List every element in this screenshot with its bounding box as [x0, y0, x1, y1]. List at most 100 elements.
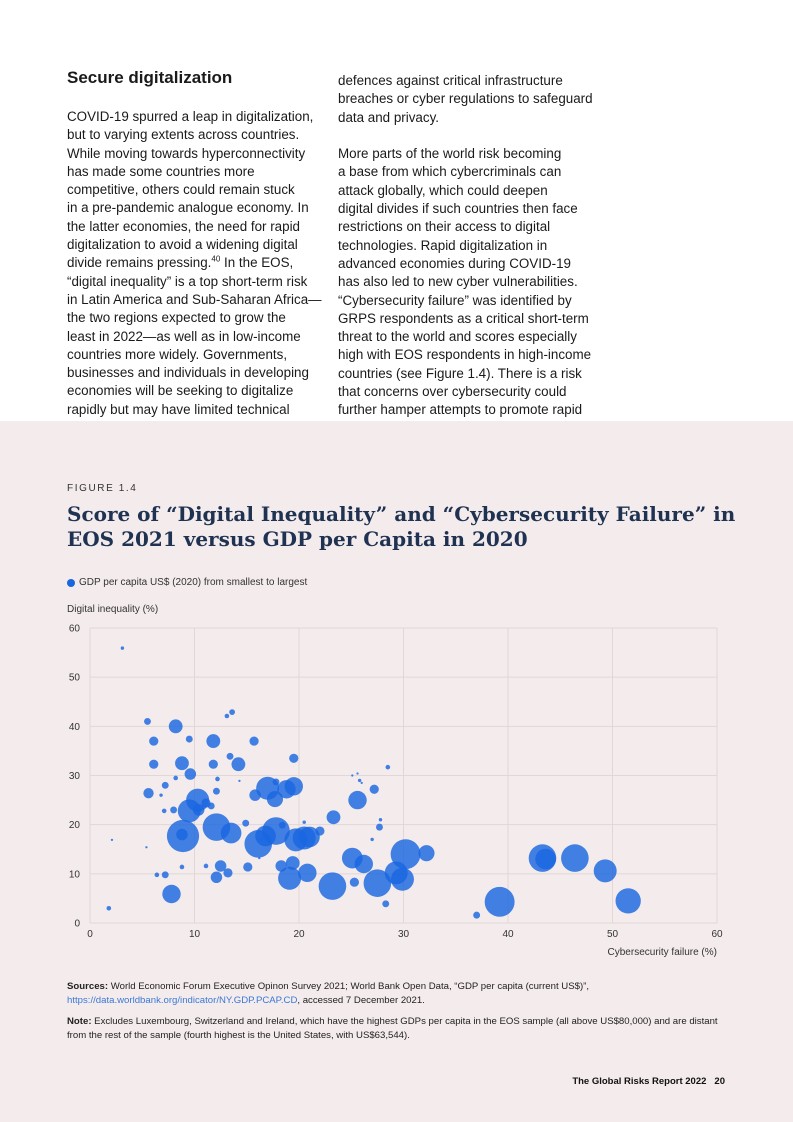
text-line: in Latin America and Sub-Saharan Africa— — [67, 291, 322, 307]
page-footer: The Global Risks Report 2022 20 — [572, 1076, 725, 1087]
data-bubble — [318, 872, 347, 900]
data-bubble — [120, 646, 125, 650]
x-tick-label: 10 — [189, 929, 201, 940]
data-bubble — [226, 752, 234, 760]
data-bubble — [154, 872, 160, 878]
x-axis-label: Cybersecurity failure (%) — [607, 947, 717, 958]
text-line: digital divides if such countries then f… — [338, 201, 578, 217]
data-bubble — [210, 871, 223, 884]
data-bubble — [161, 808, 167, 814]
data-bubble — [272, 778, 280, 786]
data-bubble — [212, 787, 220, 795]
data-bubble — [369, 784, 379, 794]
x-tick-label: 50 — [607, 929, 619, 940]
data-bubble — [302, 820, 306, 824]
data-bubble — [249, 736, 259, 746]
data-bubble — [206, 734, 221, 748]
data-bubble — [184, 768, 197, 780]
data-bubble — [370, 837, 374, 842]
figure-panel — [0, 421, 793, 1122]
data-bubble — [390, 867, 414, 891]
data-bubble — [315, 826, 325, 836]
y-tick-label: 60 — [69, 624, 81, 635]
data-bubble — [144, 717, 151, 725]
legend-text: GDP per capita US$ (2020) from smallest … — [79, 577, 308, 588]
text-line: competitive, others could remain stuck — [67, 182, 295, 198]
x-tick-label: 30 — [398, 929, 410, 940]
note-label: Note: — [67, 1016, 92, 1027]
data-bubble — [179, 864, 185, 870]
data-bubble — [351, 774, 354, 777]
text-line: in a pre-pandemic analogue economy. In — [67, 200, 309, 216]
text-line: attack globally, which could deepen — [338, 182, 548, 198]
data-bubble — [289, 753, 299, 763]
data-bubble — [224, 713, 230, 719]
right-column-text: defences against critical infrastructure… — [338, 72, 608, 438]
text-line: divide remains pressing.40 In the EOS, — [67, 254, 327, 272]
data-bubble — [215, 776, 220, 782]
sources-label: Sources: — [67, 981, 109, 992]
data-bubble — [326, 810, 341, 825]
text-line: breaches or cyber regulations to safegua… — [338, 91, 593, 107]
note-text: Excludes Luxembourg, Switzerland and Ire… — [67, 1016, 718, 1041]
data-bubble — [220, 822, 242, 844]
data-bubble — [223, 868, 233, 878]
page-number: 20 — [714, 1076, 725, 1087]
legend-bubble-icon — [67, 578, 75, 587]
data-bubble — [185, 735, 193, 743]
text-line: While moving towards hyperconnectivity — [67, 145, 306, 161]
figure-title: Score of “Digital Inequality” and “Cyber… — [67, 502, 736, 551]
data-bubble — [176, 828, 188, 841]
figure-label: FIGURE 1.4 — [67, 483, 138, 494]
data-bubble — [266, 791, 284, 808]
data-bubble — [278, 821, 286, 829]
footnote-ref: 40 — [211, 254, 221, 264]
data-bubble — [208, 759, 218, 769]
data-bubble — [363, 869, 392, 897]
data-bubble — [243, 862, 253, 872]
text-segment: In the EOS, — [220, 255, 294, 271]
y-axis-label: Digital inequality (%) — [67, 604, 159, 615]
data-bubble — [159, 793, 163, 797]
data-bubble — [214, 860, 227, 872]
data-bubble — [207, 802, 215, 810]
sources-tail: , accessed 7 December 2021. — [297, 995, 425, 1006]
data-bubble — [149, 759, 159, 769]
data-bubble — [298, 863, 317, 883]
data-bubble — [110, 838, 114, 842]
data-bubble — [284, 777, 303, 796]
data-bubble — [385, 764, 391, 770]
x-tick-label: 60 — [711, 929, 723, 940]
data-bubble — [203, 863, 209, 869]
text-line: digitalization to avoid a widening digit… — [67, 237, 298, 253]
data-bubble — [484, 886, 515, 917]
text-line: has made some countries more — [67, 163, 255, 179]
y-tick-label: 30 — [69, 771, 81, 782]
data-bubble — [348, 790, 367, 810]
text-line: least in 2022—as well as in low-income — [67, 328, 301, 344]
text-line: economies will be seeking to digitalize — [67, 383, 294, 399]
sources-link[interactable]: https://data.worldbank.org/indicator/NY.… — [67, 995, 298, 1006]
data-bubble — [175, 756, 189, 771]
text-segment: divide remains pressing. — [67, 255, 212, 271]
data-bubble — [161, 871, 169, 879]
text-line: the two regions expected to grow the — [67, 310, 286, 326]
y-tick-label: 20 — [69, 820, 81, 831]
data-bubble — [242, 819, 250, 827]
text-line: advanced economies during COVID-19 — [338, 255, 571, 271]
data-bubble — [418, 845, 435, 862]
text-line: a base from which cybercriminals can — [338, 164, 562, 180]
y-tick-label: 0 — [74, 919, 80, 930]
text-line: “digital inequality” is a top short-term… — [67, 273, 308, 289]
data-bubble — [378, 818, 383, 822]
text-line: countries more widely. Governments, — [67, 346, 288, 362]
x-tick-label: 40 — [502, 929, 514, 940]
y-tick-label: 10 — [69, 869, 81, 880]
data-bubble — [173, 775, 178, 781]
data-bubble — [354, 854, 373, 874]
text-line: “Cybersecurity failure” was identified b… — [338, 292, 572, 308]
data-bubble — [535, 848, 556, 870]
data-bubble — [360, 781, 363, 785]
data-bubble — [356, 772, 359, 775]
